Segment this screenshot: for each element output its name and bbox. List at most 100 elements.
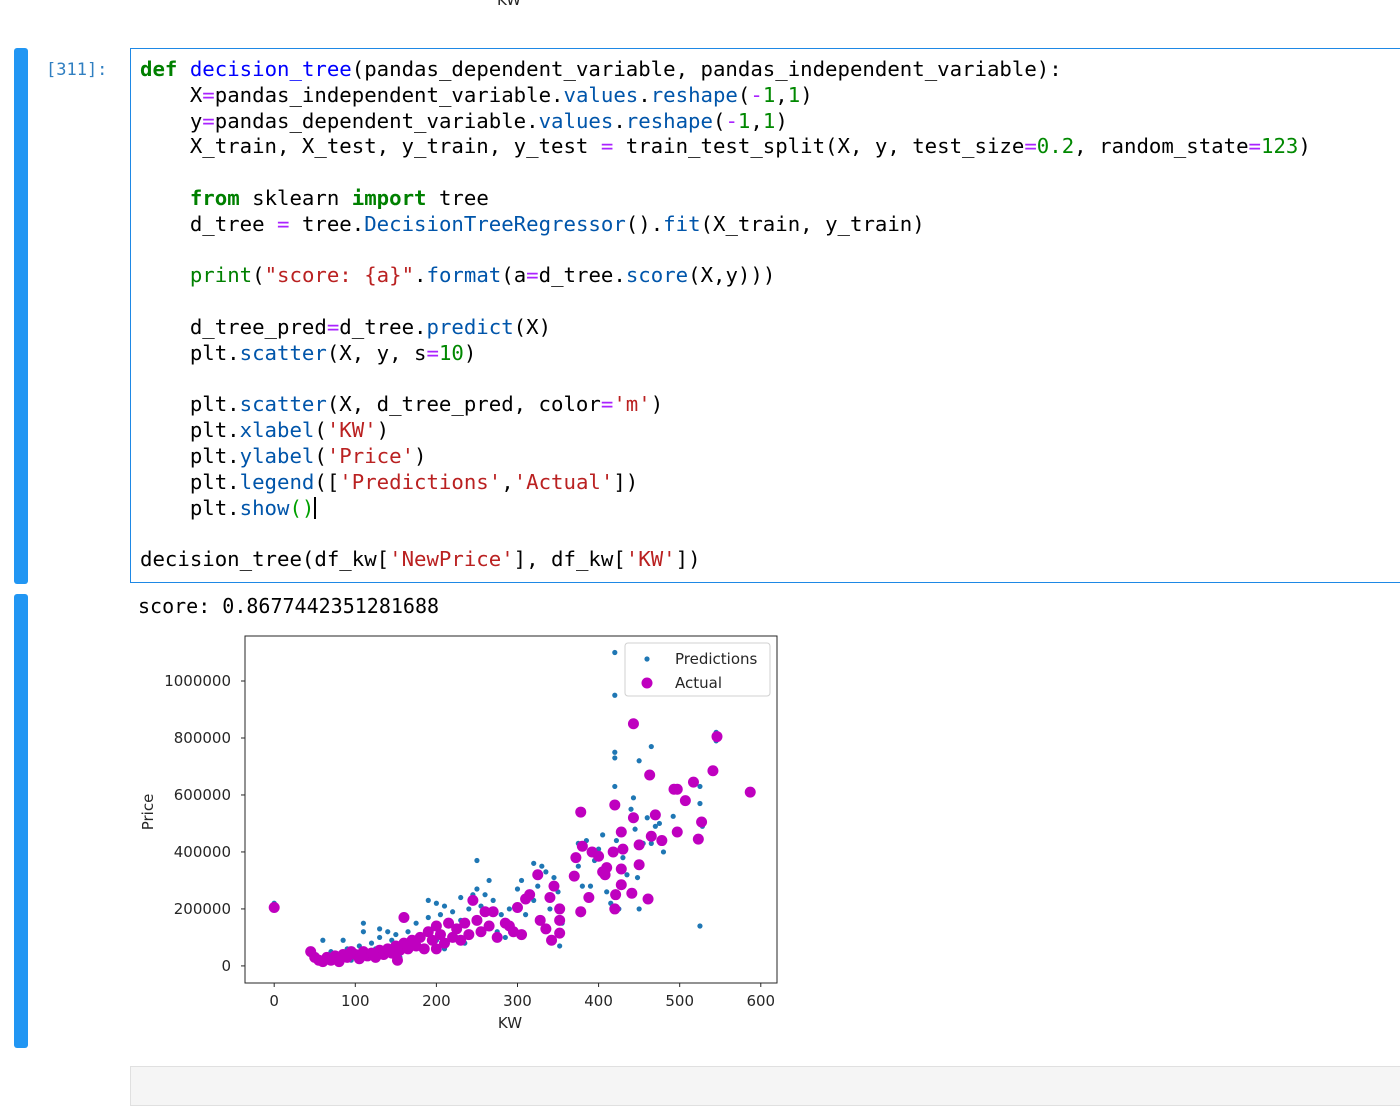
data-point (534, 914, 546, 926)
code-token: ( (737, 82, 751, 107)
code-editor[interactable]: def decision_tree(pandas_dependent_varia… (130, 48, 1400, 583)
data-point (692, 833, 704, 845)
code-line[interactable]: def decision_tree(pandas_dependent_varia… (140, 57, 1311, 83)
data-point (624, 872, 630, 878)
y-tick-label: 0 (221, 957, 231, 975)
data-point (414, 931, 426, 943)
x-tick-label: 300 (503, 992, 532, 1010)
code-token: = (202, 82, 215, 107)
code-token: ) (650, 392, 664, 417)
data-point (626, 887, 638, 899)
axes-frame (244, 635, 778, 984)
code-line[interactable] (140, 160, 1311, 186)
data-point (474, 857, 480, 864)
code-token: (X, y, s (326, 340, 427, 365)
code-token: 'Actual' (513, 469, 614, 494)
data-point (612, 755, 618, 761)
data-point (644, 769, 656, 781)
data-point (607, 846, 619, 858)
data-point (490, 897, 496, 903)
data-point (532, 869, 544, 881)
next-cell-editor[interactable] (130, 1066, 1400, 1106)
data-point (633, 859, 645, 871)
code-line[interactable]: plt.ylabel('Price') (140, 444, 1311, 470)
data-point (645, 830, 657, 842)
data-point (648, 840, 654, 847)
data-point (575, 806, 587, 818)
data-point (609, 903, 621, 915)
data-point (697, 923, 703, 929)
code-token: format (426, 263, 502, 288)
code-line[interactable]: plt.xlabel('KW') (140, 418, 1311, 444)
data-point (430, 943, 442, 955)
code-token: ) (800, 82, 813, 107)
data-point (377, 934, 383, 941)
data-point (535, 883, 541, 889)
data-point (687, 776, 699, 788)
code-line[interactable]: plt.legend(['Predictions','Actual']) (140, 470, 1311, 496)
code-token: d_tree. (339, 314, 427, 339)
data-point (557, 943, 563, 949)
data-point (583, 892, 595, 904)
code-token: train_test_split(X, y, test_size (613, 134, 1025, 159)
data-point (696, 816, 708, 828)
code-token: 'Predictions' (339, 469, 502, 494)
code-token: ( (712, 108, 726, 133)
code-token: scatter (239, 340, 327, 365)
data-point (660, 849, 667, 855)
code-line[interactable] (140, 367, 1311, 393)
data-point (630, 795, 637, 801)
code-content[interactable]: def decision_tree(pandas_dependent_varia… (140, 57, 1311, 573)
code-token: ylabel (239, 443, 315, 468)
code-line[interactable]: plt.show() (140, 496, 1311, 522)
code-token: - (750, 82, 763, 107)
data-point (697, 783, 703, 790)
code-token: 1 (737, 108, 751, 133)
code-token: = (600, 392, 614, 417)
code-line[interactable]: d_tree_pred=d_tree.predict(X) (140, 315, 1311, 341)
code-token: plt. (140, 418, 240, 443)
code-token: 'KW' (326, 418, 377, 443)
data-point (615, 879, 627, 891)
code-line[interactable]: plt.scatter(X, d_tree_pred, color='m') (140, 392, 1311, 418)
data-point (434, 929, 446, 941)
code-line[interactable]: plt.scatter(X, y, s=10) (140, 341, 1311, 367)
code-line[interactable] (140, 238, 1311, 264)
code-token: (X, d_tree_pred, color (326, 392, 601, 417)
data-point (551, 874, 557, 881)
code-line[interactable] (140, 289, 1311, 315)
code-token: 'KW' (625, 547, 676, 572)
input-collapser-bar[interactable] (14, 48, 28, 584)
code-line[interactable]: X=pandas_independent_variable.values.res… (140, 83, 1311, 109)
code-line[interactable]: y=pandas_dependent_variable.values.resha… (140, 109, 1311, 135)
code-token: legend (239, 469, 315, 494)
code-token: ( (314, 418, 327, 443)
text-cursor (314, 496, 317, 519)
code-line[interactable]: d_tree = tree.DecisionTreeRegressor().fi… (140, 212, 1311, 238)
code-token: 10 (438, 340, 464, 365)
data-point (463, 929, 475, 941)
code-token: 1 (762, 108, 776, 133)
code-line[interactable]: decision_tree(df_kw['NewPrice'], df_kw['… (140, 547, 1311, 573)
code-line[interactable] (140, 521, 1311, 547)
x-axis-label: KW (498, 1014, 522, 1032)
code-token: plt. (140, 340, 240, 365)
code-line[interactable]: from sklearn import tree (140, 186, 1311, 212)
data-point (514, 886, 521, 892)
data-point (479, 906, 491, 918)
data-point (627, 812, 639, 824)
code-token: = (202, 108, 215, 133)
x-tick-label: 600 (746, 992, 775, 1010)
code-line[interactable]: print("score: {a}".format(a=d_tree.score… (140, 263, 1311, 289)
data-point (648, 743, 654, 750)
code-line[interactable]: X_train, X_test, y_train, y_test = train… (140, 134, 1311, 160)
output-collapser-bar[interactable] (14, 594, 28, 1048)
data-point (744, 786, 756, 798)
data-point (601, 862, 613, 874)
code-token: pandas_independent_variable. (214, 82, 564, 107)
code-token: ) (414, 443, 427, 468)
code-token: pandas_dependent_variable. (214, 108, 539, 133)
code-token: 123 (1261, 134, 1299, 159)
code-token: plt. (140, 469, 240, 494)
data-point (471, 914, 483, 926)
